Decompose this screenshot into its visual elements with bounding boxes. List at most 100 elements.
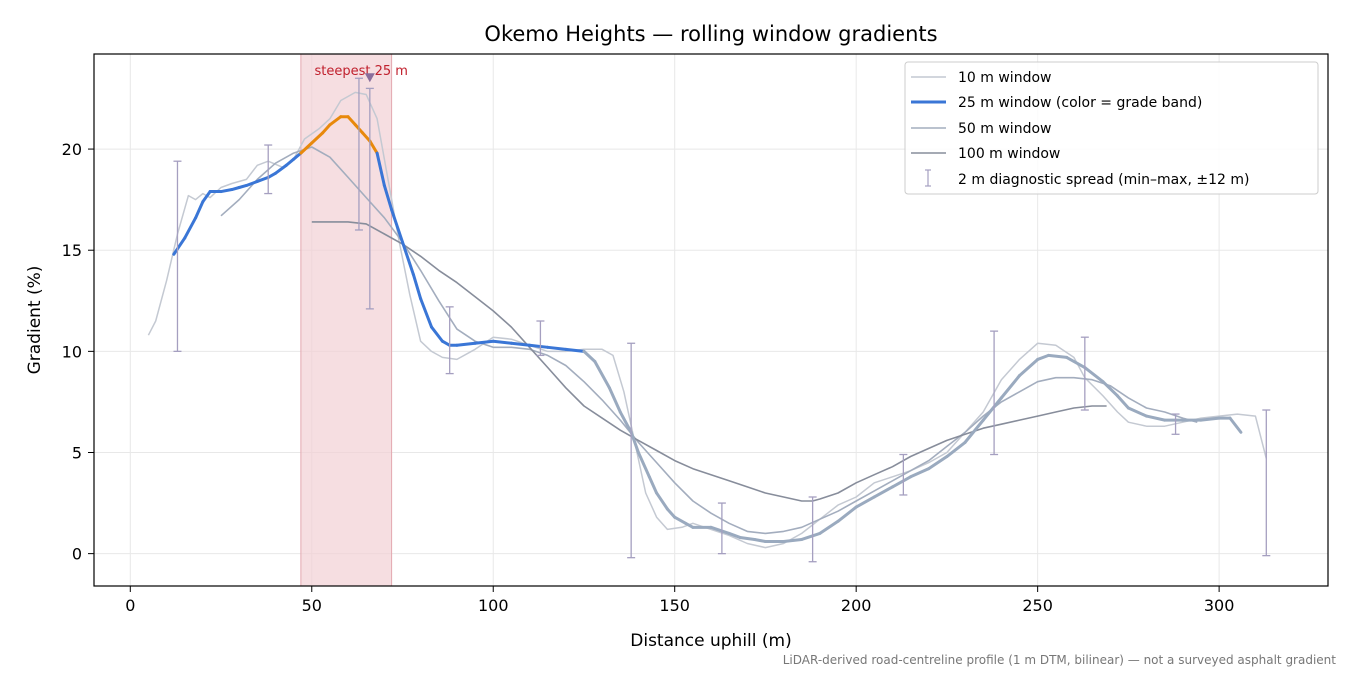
series-25m-segment xyxy=(872,485,894,499)
series-25m-segment xyxy=(255,175,270,183)
x-tick-label: 200 xyxy=(841,596,872,615)
legend-label-10m: 10 m window xyxy=(958,70,1051,86)
x-tick-label: 50 xyxy=(302,596,322,615)
series-25m-segment xyxy=(411,272,423,301)
series-25m-segment xyxy=(607,386,622,414)
series-25m-segment xyxy=(629,430,640,454)
series-25m-segment xyxy=(927,455,949,471)
series-25m-segment xyxy=(655,491,669,511)
series-25m-segment xyxy=(909,467,931,479)
error-bar xyxy=(717,502,726,555)
series-25m-segment xyxy=(564,347,586,353)
error-bar xyxy=(1171,413,1180,435)
series-25m-segment xyxy=(1126,406,1149,418)
series-25m-segment xyxy=(818,519,840,535)
series-25m-segment xyxy=(1036,353,1051,361)
legend: 10 m window 25 m window (color = grade b… xyxy=(904,61,1319,195)
series-25m-segment xyxy=(375,151,386,187)
series-25m-segment xyxy=(999,374,1021,400)
series-25m-segment xyxy=(1115,394,1130,410)
steepest-marker xyxy=(364,73,375,83)
series-25m-segment xyxy=(727,531,742,539)
series-25m-segment xyxy=(890,475,913,489)
error-bar xyxy=(808,496,817,563)
error-bar xyxy=(627,342,636,559)
series-25m-segment xyxy=(194,200,205,220)
steepest-band: steepest 25 m xyxy=(300,53,408,587)
legend-swatch-errorbar xyxy=(925,169,931,187)
legend-box xyxy=(904,61,1319,195)
error-bar xyxy=(264,144,273,195)
error-bar xyxy=(536,320,545,357)
series-25m-segment xyxy=(390,208,404,244)
series-25m-segment xyxy=(382,183,394,212)
series-25m-segment xyxy=(183,216,198,240)
series-25m-segment xyxy=(800,531,822,541)
x-tick-label: 150 xyxy=(659,596,690,615)
series-25m-segment xyxy=(328,115,343,127)
series-25m-segment xyxy=(1018,357,1040,378)
series-25m-segment xyxy=(546,345,568,351)
footnote: LiDAR-derived road-centreline profile (1… xyxy=(783,653,1337,667)
series-25m-segment xyxy=(430,325,444,343)
legend-label-errorbar: 2 m diagnostic spread (min–max, ±12 m) xyxy=(958,172,1249,188)
series-25m-segment xyxy=(836,505,858,523)
legend-label-100m: 100 m window xyxy=(958,146,1060,162)
series-25m-segment xyxy=(593,359,611,390)
x-tick-label: 250 xyxy=(1022,596,1053,615)
legend-label-25m: 25 m window (color = grade band) xyxy=(958,95,1202,111)
series-25m-segment xyxy=(582,349,597,363)
x-tick-label: 0 xyxy=(125,596,135,615)
series-25m-segment xyxy=(361,131,372,143)
series-25m-segment xyxy=(1145,414,1167,422)
series-25m-segment xyxy=(244,179,259,187)
series-25m-segment xyxy=(368,139,379,155)
x-axis-label: Distance uphill (m) xyxy=(630,631,791,651)
series-25m-segment xyxy=(346,115,357,127)
error-bar xyxy=(445,306,454,375)
steepest-band-label: steepest 25 m xyxy=(315,64,408,79)
series-25m-segment xyxy=(455,341,477,347)
series-25m-segment xyxy=(491,339,513,345)
y-axis-label: Gradient (%) xyxy=(25,266,45,375)
series-25m-segment xyxy=(473,339,495,345)
chart-title: Okemo Heights — rolling window gradients xyxy=(484,22,937,46)
series-25m-segment xyxy=(665,507,677,519)
y-tick-label: 15 xyxy=(62,241,82,260)
series-25m-segment xyxy=(981,396,1003,422)
error-bars xyxy=(173,73,1271,563)
series-25m-segment xyxy=(647,475,659,495)
x-tick-label: 100 xyxy=(478,596,509,615)
series-25m-segment xyxy=(273,163,288,175)
series-25m-segment xyxy=(299,141,314,155)
series-25m-segment xyxy=(419,297,434,329)
series-line-10m xyxy=(147,91,1268,549)
grid-lines xyxy=(94,54,1328,586)
series-25m-segment xyxy=(201,190,212,204)
series-25m-segment xyxy=(618,410,633,434)
series-25m-segment xyxy=(1065,355,1087,370)
axis-ticks: 0 50 100 150 200 250 300 0 5 10 15 20 xyxy=(62,140,1235,615)
series-25m-segment xyxy=(1199,416,1221,422)
series-line-50m xyxy=(220,146,1198,535)
series-25m-segment xyxy=(1083,366,1105,384)
series-25m-segment xyxy=(753,537,767,543)
legend-label-50m: 50 m window xyxy=(958,121,1051,137)
y-tick-label: 10 xyxy=(62,342,82,361)
series-25m-segment xyxy=(738,535,757,541)
series-25m-segment xyxy=(321,123,332,135)
series-25m-segment xyxy=(509,341,532,347)
series-25m-segment xyxy=(636,450,651,479)
steepest-band-rect xyxy=(300,53,393,587)
series-lines xyxy=(147,91,1268,549)
error-bar xyxy=(365,87,374,310)
series-25m-segment xyxy=(401,240,415,276)
plot-frame xyxy=(93,53,1329,587)
error-bar xyxy=(173,160,182,353)
series-25m-segment xyxy=(1101,380,1119,398)
error-bar xyxy=(899,453,908,496)
series-25m-segment xyxy=(709,525,731,535)
series-25m-segment xyxy=(172,236,187,256)
y-tick-label: 20 xyxy=(62,140,82,159)
